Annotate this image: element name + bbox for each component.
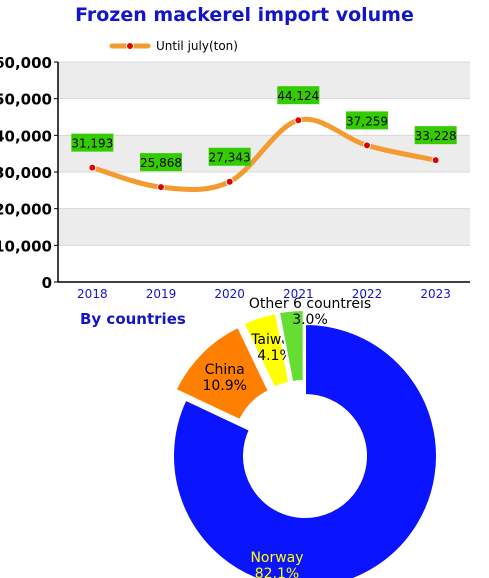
data-label-box (140, 153, 182, 172)
data-label: 37,259 (346, 114, 388, 128)
slice-value-label: 3.0% (292, 312, 328, 328)
x-tick-label: 2021 (283, 287, 314, 301)
data-label-box (277, 86, 320, 105)
x-tick-label: 2018 (77, 287, 108, 301)
data-label: 31,193 (71, 137, 113, 151)
x-tick-label: 2020 (214, 287, 245, 301)
data-point (363, 141, 371, 150)
legend-marker (126, 42, 134, 50)
x-tick-label: 2023 (420, 287, 451, 301)
grid-band (58, 208, 470, 246)
slice-name-label: Other 6 countreis (249, 296, 371, 312)
data-label: 33,228 (415, 129, 457, 143)
slice-norway (172, 322, 438, 578)
data-label-box (346, 111, 388, 130)
pie-subtitle: By countries (80, 310, 186, 328)
slice-other-6-countreis (277, 309, 305, 384)
slice-value-label: 4.1% (257, 348, 293, 364)
data-label-box (414, 126, 457, 145)
data-point (157, 183, 165, 192)
y-tick-label: 10,000 (0, 237, 52, 255)
y-tick-label: 0 (42, 274, 52, 292)
series-line (89, 116, 439, 193)
data-point (431, 156, 440, 165)
slice-taiwan (242, 311, 291, 389)
data-label: 27,343 (209, 151, 251, 165)
grid-band (58, 62, 470, 99)
y-tick-label: 50,000 (0, 91, 52, 109)
slice-name-label: Norway (250, 550, 303, 566)
data-label: 25,868 (140, 156, 182, 170)
y-tick-label: 20,000 (0, 201, 52, 219)
data-point (294, 116, 303, 125)
data-label-box (208, 147, 251, 166)
x-tick-label: 2019 (146, 287, 177, 301)
slice-china (174, 325, 271, 422)
data-label: 44,124 (277, 89, 319, 103)
slice-value-label: 10.9% (202, 378, 246, 394)
y-tick-label: 30,000 (0, 164, 52, 182)
data-point (225, 177, 234, 186)
y-tick-label: 60,000 (0, 54, 52, 72)
line-chart: 0 10,000 20,000 30,000 40,000 50,000 60,000 201… (0, 39, 470, 301)
data-point (88, 163, 97, 172)
y-tick-label: 40,000 (0, 127, 52, 145)
slice-name-label: China (205, 362, 245, 378)
legend-label: Until july(ton) (156, 39, 238, 53)
data-label-box (71, 133, 114, 152)
chart-title: Frozen mackerel import volume (75, 4, 414, 26)
slice-value-label: 82.1% (255, 566, 299, 578)
x-tick-label: 2022 (352, 287, 383, 301)
